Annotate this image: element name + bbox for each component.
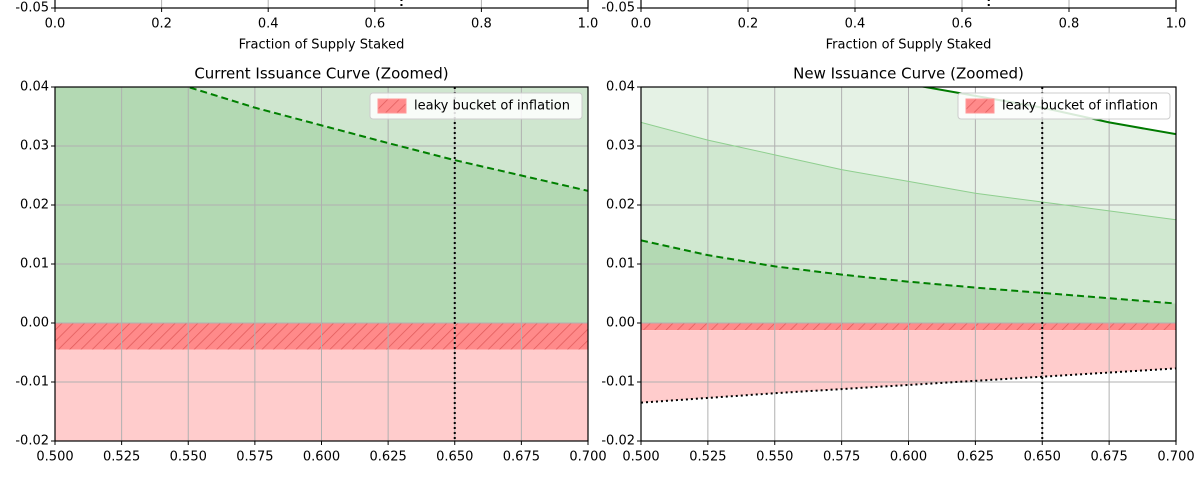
x-tick-label: 0.600 [303,450,340,465]
x-tick-label: 0.500 [36,450,73,465]
x-tick-label: 0.550 [756,450,793,465]
y-tick-label: -0.01 [15,375,49,390]
legend-swatch [965,98,995,114]
plot-frame [54,0,589,9]
x-tick-label: 0.8 [1059,17,1080,32]
y-tick-label: 0.01 [606,257,635,272]
x-tick-label: 0.650 [436,450,473,465]
y-tick-label: -0.01 [601,375,635,390]
plot-area [641,0,1176,8]
plot-area [641,87,1176,441]
x-tick-label: 0.6 [952,17,973,32]
x-tick-label: 0.500 [622,450,659,465]
plot-frame [640,86,1177,442]
x-tick-label: 0.2 [151,17,172,32]
x-tick-label: 0.675 [503,450,540,465]
x-tick-label: 0.525 [103,450,140,465]
y-tick-label: 0.03 [20,139,49,154]
x-tick-label: 0.0 [631,17,652,32]
x-tick-label: 0.0 [45,17,66,32]
legend-swatch [377,98,407,114]
y-tick-label: 0.00 [20,316,49,331]
x-tick-label: 0.4 [258,17,279,32]
chart-title: New Issuance Curve (Zoomed) [793,65,1024,83]
x-tick-label: 0.2 [738,17,759,32]
series-line [641,121,1176,221]
y-tick-label: 0.04 [606,80,635,95]
legend-box [369,92,583,120]
legend-box [957,92,1171,120]
x-tick-label: 0.600 [890,450,927,465]
y-tick-label: -0.02 [601,434,635,449]
x-tick-label: 1.0 [1166,17,1187,32]
legend-label: leaky bucket of inflation [414,99,570,114]
y-tick-label: 0.04 [20,80,49,95]
legend-label: leaky bucket of inflation [1002,99,1158,114]
x-tick-label: 0.625 [370,450,407,465]
x-tick-label: 0.6 [364,17,385,32]
plot-area [55,0,588,8]
series-line [641,239,1176,305]
y-tick-label: 0.02 [20,198,49,213]
y-tick-label: -0.02 [15,434,49,449]
chart-title: Current Issuance Curve (Zoomed) [194,65,448,83]
y-tick-label: 0.01 [20,257,49,272]
x-axis-label: Fraction of Supply Staked [826,38,992,53]
x-tick-label: 0.575 [236,450,273,465]
x-tick-label: 0.700 [569,450,606,465]
x-tick-label: 0.575 [823,450,860,465]
x-tick-label: 0.4 [845,17,866,32]
series-line [185,87,588,192]
y-tick-label: 0.03 [606,139,635,154]
plot-frame [54,86,589,442]
x-tick-label: 0.525 [689,450,726,465]
x-tick-label: 0.550 [170,450,207,465]
x-axis-label: Fraction of Supply Staked [239,38,405,53]
x-tick-label: 0.675 [1091,450,1128,465]
x-tick-label: 0.8 [471,17,492,32]
y-tick-label: 0.02 [606,198,635,213]
series-line [641,367,1176,404]
y-tick-label: -0.05 [15,1,49,16]
y-tick-label: -0.05 [601,1,635,16]
x-tick-label: 0.650 [1024,450,1061,465]
y-tick-label: 0.00 [606,316,635,331]
plot-frame [640,0,1177,9]
x-tick-label: 0.625 [957,450,994,465]
x-tick-label: 1.0 [578,17,599,32]
x-tick-label: 0.700 [1157,450,1194,465]
